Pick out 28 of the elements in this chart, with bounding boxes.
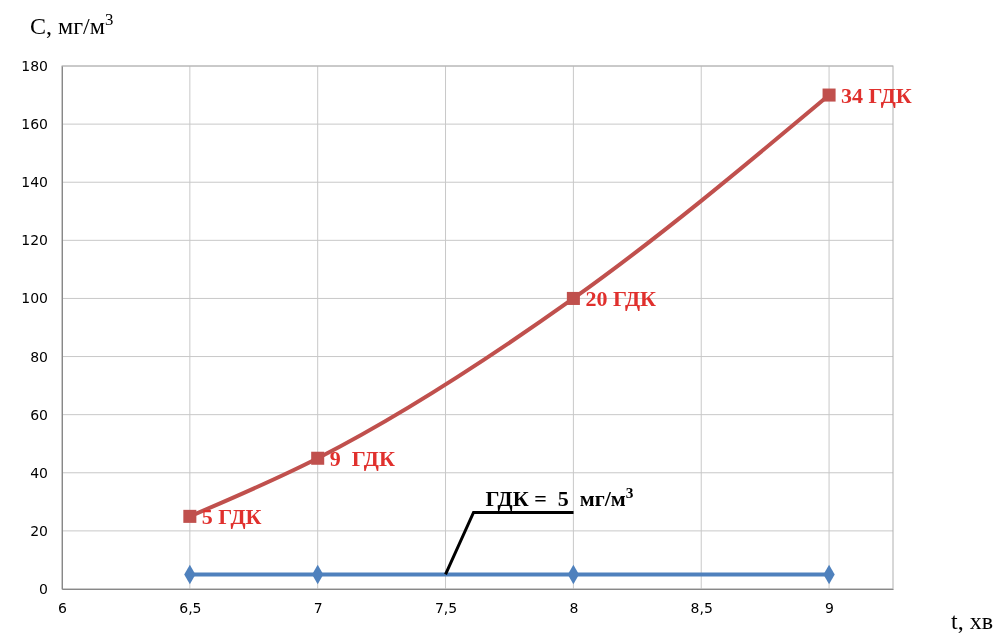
x-tick-label: 7,5 xyxy=(434,599,458,616)
y-tick-label: 140 xyxy=(21,174,48,191)
y-tick-label: 80 xyxy=(30,348,48,365)
annotation: 9 ГДК xyxy=(329,446,395,472)
point xyxy=(822,88,836,102)
y-tick-label: 60 xyxy=(30,406,48,423)
y-axis-title: C, мг/м$^{3}$ xyxy=(30,9,114,39)
point xyxy=(183,509,197,523)
y-tick-label: 120 xyxy=(21,232,48,249)
x-tick-label: 6 xyxy=(58,599,68,616)
x-tick-label: 6,5 xyxy=(179,599,202,616)
y-tick-label: 40 xyxy=(30,464,48,481)
point xyxy=(311,451,325,465)
x-axis-title: t, хв xyxy=(951,608,993,634)
y-tick-label: 180 xyxy=(21,57,48,74)
x-tick-label: 9 xyxy=(825,599,835,616)
annotation: ГДК = 5 мг/м$^{3}$ xyxy=(485,483,634,512)
annotation: 34 ГДК xyxy=(841,83,912,109)
point xyxy=(566,291,580,305)
y-tick-label: 20 xyxy=(30,522,48,539)
y-tick-label: 160 xyxy=(21,116,48,133)
x-tick-label: 7 xyxy=(313,599,323,616)
y-tick-label: 100 xyxy=(21,290,48,307)
x-tick-label: 8 xyxy=(569,599,579,616)
annotation: 5 ГДК xyxy=(201,504,262,530)
x-tick-label: 8,5 xyxy=(690,599,713,616)
y-tick-label: 0 xyxy=(39,580,48,597)
annotation: 20 ГДК xyxy=(585,286,657,312)
